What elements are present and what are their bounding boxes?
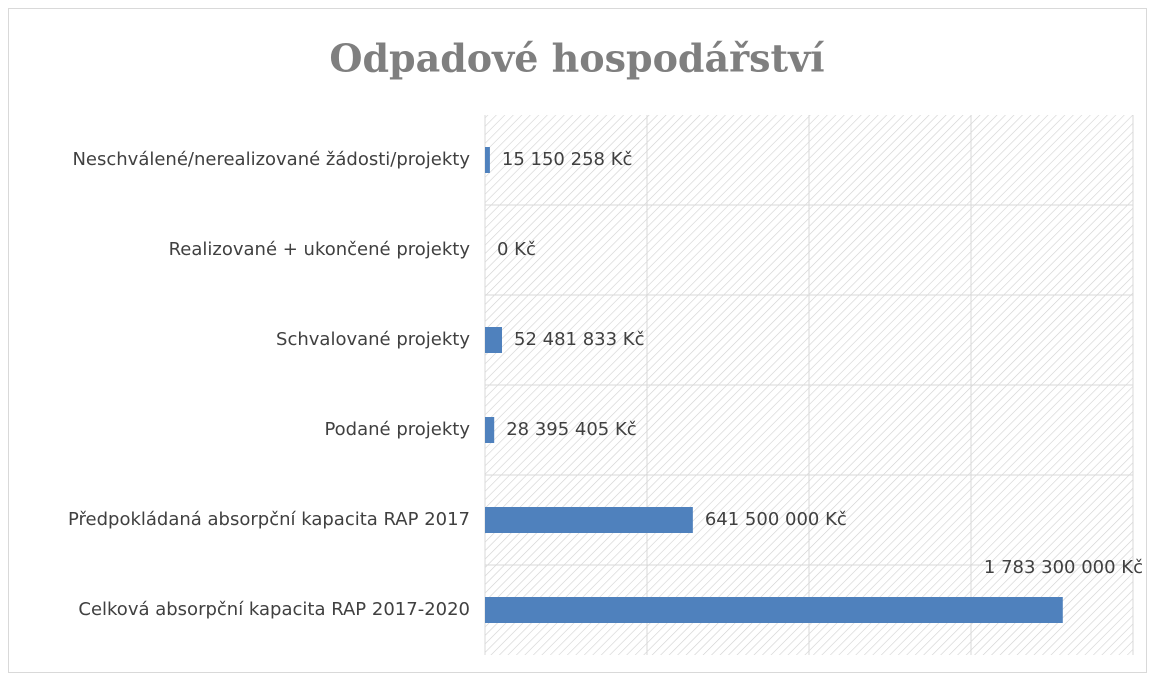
bar xyxy=(485,417,495,443)
y-tick-label: Realizované + ukončené projekty xyxy=(169,239,471,260)
y-tick-label: Neschválené/nerealizované žádosti/projek… xyxy=(72,149,470,170)
bar xyxy=(485,147,490,173)
y-tick-label: Podané projekty xyxy=(324,419,470,440)
bar xyxy=(485,597,1063,623)
data-label: 28 395 405 Kč xyxy=(506,419,636,440)
y-tick-label: Předpokládaná absorpční kapacita RAP 201… xyxy=(68,509,470,530)
data-label: 641 500 000 Kč xyxy=(705,509,847,530)
y-tick-label: Schvalované projekty xyxy=(276,329,470,350)
data-label: 0 Kč xyxy=(497,239,536,260)
y-tick-label: Celková absorpční kapacita RAP 2017-2020 xyxy=(78,599,470,620)
data-label: 52 481 833 Kč xyxy=(514,329,644,350)
bar xyxy=(485,327,503,353)
bar xyxy=(485,507,693,533)
data-label: 1 783 300 000 Kč xyxy=(984,557,1143,578)
chart-title: Odpadové hospodářství xyxy=(329,36,825,81)
data-label: 15 150 258 Kč xyxy=(502,149,632,170)
